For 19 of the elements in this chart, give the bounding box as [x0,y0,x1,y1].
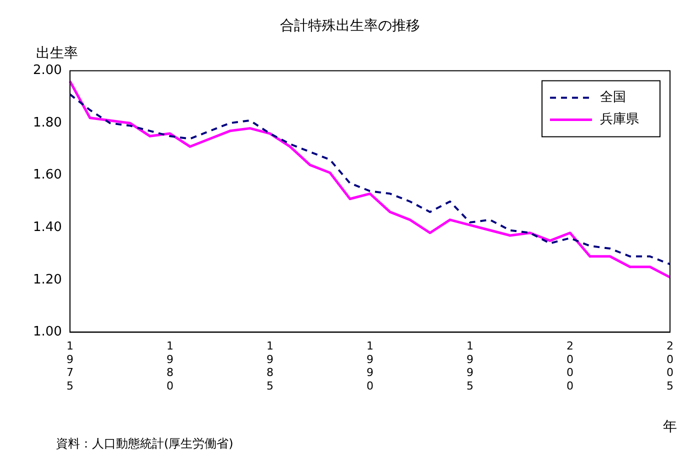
x-tick-label: 1995 [466,340,474,392]
y-tick-label: 1.60 [32,168,62,183]
y-tick-label: 1.20 [32,272,62,288]
x-tick-label: 1990 [366,340,374,392]
chart-title: 合計特殊出生率の推移 [280,18,420,34]
y-tick-label: 1.80 [32,115,62,130]
y-axis-title: 出生率 [36,45,78,62]
x-tick-label: 2000 [566,340,574,392]
text: 資料：人口動態統計(厚生労働省) [56,436,234,450]
x-tick-label: 1980 [166,340,174,392]
legend-label: 全国 [600,90,626,106]
y-tick-label: 1.40 [32,220,62,236]
legend-label: 兵庫県 [600,111,639,128]
x-tick-label: 1985 [266,340,274,392]
y-tick-label: 2.00 [32,63,62,78]
y-tick-label: 1.00 [32,324,62,340]
x-tick-label: 1975 [66,340,74,392]
x-tick-label: 2005 [666,340,674,392]
x-axis-title: 年 [663,418,677,435]
